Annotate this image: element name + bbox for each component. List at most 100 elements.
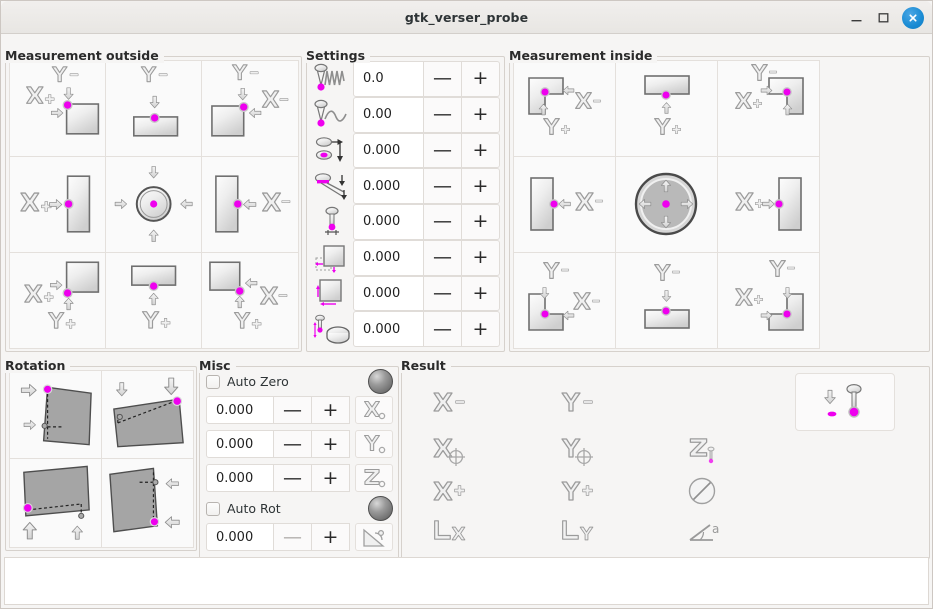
result-x-center: [412, 431, 540, 471]
probe-inside-corner-top-right[interactable]: [716, 59, 820, 157]
rotation-probe-left-edge[interactable]: [8, 369, 102, 459]
misc-rotation-minus[interactable]: —: [274, 523, 312, 551]
setting-search-velocity-plus[interactable]: +: [462, 61, 500, 97]
probe-inside-edge-right[interactable]: [716, 155, 820, 253]
misc-x-zero-input[interactable]: 0.000: [206, 396, 274, 424]
setting-edge-offset-minus[interactable]: —: [424, 275, 462, 312]
result-diameter: [668, 471, 796, 511]
rotation-probe-bottom-edge[interactable]: [8, 458, 102, 548]
misc-set-rotation: 0.000 — +: [206, 523, 393, 551]
lx-icon: [434, 520, 466, 541]
misc-z-zero-plus[interactable]: +: [312, 464, 350, 492]
misc-label: Misc: [199, 359, 236, 373]
angle-a-icon: a: [688, 522, 719, 541]
diameter-circle-icon: [688, 478, 715, 505]
misc-rotation-plus[interactable]: +: [312, 523, 350, 551]
setting-edge-offset-plus[interactable]: +: [462, 275, 500, 312]
minus-icon: —: [283, 398, 302, 421]
auto-zero-checkbox[interactable]: [206, 374, 220, 389]
setting-search-velocity-minus[interactable]: —: [424, 61, 462, 97]
probe-inside-corner-bottom-left[interactable]: [512, 251, 616, 349]
measurement-inside-label: Measurement inside: [509, 49, 658, 63]
setting-probe-velocity-plus[interactable]: +: [462, 96, 500, 133]
setting-max-z-distance: 0.000 — +: [311, 168, 500, 204]
setting-latch-distance-plus[interactable]: +: [462, 204, 500, 240]
misc-y-zero-plus[interactable]: +: [312, 430, 350, 458]
probe-outside-corner-bottom-left[interactable]: [8, 251, 106, 349]
result-y-plus: [540, 471, 668, 511]
setting-tool-diameter-input[interactable]: 0.000: [353, 239, 424, 276]
plus-icon: +: [472, 67, 489, 90]
probe-outside-circle-center[interactable]: [104, 155, 203, 253]
setting-probe-tip-diameter-plus[interactable]: +: [462, 311, 500, 347]
minus-icon: —: [433, 281, 452, 304]
setting-search-velocity: 0.0 — +: [311, 61, 500, 97]
misc-rotation-apply-button[interactable]: [355, 523, 393, 551]
probe-outside-edge-left[interactable]: [8, 155, 106, 253]
probe-outside-edge-right[interactable]: [201, 155, 299, 253]
probe-inside-edge-left[interactable]: [512, 155, 616, 253]
misc-body: Auto Zero 0.000 — + 0.: [199, 366, 399, 559]
misc-x-zero-plus[interactable]: +: [312, 396, 350, 424]
setting-max-z-distance-minus[interactable]: —: [424, 168, 462, 204]
setting-probe-tip-diameter-minus[interactable]: —: [424, 311, 462, 347]
setting-probe-velocity-minus[interactable]: —: [424, 96, 462, 133]
setting-tool-diameter-minus[interactable]: —: [424, 239, 462, 276]
probe-outside-corner-top-left[interactable]: [8, 59, 106, 157]
probe-outside-corner-bottom-right[interactable]: [201, 251, 299, 349]
minus-icon: —: [433, 174, 452, 197]
probe-inside-hole-center[interactable]: [614, 155, 718, 253]
result-x-minus: [412, 373, 540, 431]
misc-set-z-zero: 0.000 — +: [206, 464, 393, 492]
plus-icon: +: [472, 138, 489, 161]
misc-rotation-input[interactable]: 0.000: [206, 523, 274, 551]
auto-rot-checkbox[interactable]: [206, 501, 220, 516]
misc-z-zero-input[interactable]: 0.000: [206, 464, 274, 492]
z-probe-icon: [689, 438, 714, 464]
misc-y-zero-apply-button[interactable]: [355, 430, 393, 458]
result-probe-z-button[interactable]: [795, 373, 896, 431]
setting-edge-offset-input[interactable]: 0.000: [353, 275, 424, 312]
setting-probe-tip-diameter-input[interactable]: 0.000: [353, 311, 424, 347]
rotation-probe-right-edge[interactable]: [100, 458, 194, 548]
misc-x-zero-minus[interactable]: —: [274, 396, 312, 424]
probe-outside-corner-top-right[interactable]: [201, 59, 299, 157]
setting-search-velocity-input[interactable]: 0.0: [353, 61, 424, 97]
probe-outside-edge-top[interactable]: [104, 59, 203, 157]
setting-max-xy-distance-minus[interactable]: —: [424, 132, 462, 169]
result-angle: a: [668, 512, 796, 552]
measurement-inside-grid: [512, 59, 926, 349]
setting-max-xy-distance-plus[interactable]: +: [462, 132, 500, 169]
rotation-probe-top-edge[interactable]: [100, 369, 194, 459]
probe-inside-edge-bottom[interactable]: [614, 251, 718, 349]
setting-max-xy-distance-input[interactable]: 0.000: [353, 132, 424, 169]
setting-latch-distance-input[interactable]: 0.000: [353, 204, 424, 240]
minus-icon: —: [433, 246, 452, 269]
minus-icon: —: [433, 103, 452, 126]
probe-tip-disc-icon: [311, 311, 353, 347]
misc-z-zero-minus[interactable]: —: [274, 464, 312, 492]
setting-probe-velocity-input[interactable]: 0.00: [353, 96, 424, 133]
misc-y-zero-minus[interactable]: —: [274, 430, 312, 458]
probe-inside-corner-top-left[interactable]: [512, 59, 616, 157]
close-icon[interactable]: [902, 6, 924, 29]
misc-x-zero-apply-button[interactable]: [355, 396, 393, 424]
setting-max-z-distance-plus[interactable]: +: [462, 168, 500, 204]
result-grid: a: [412, 373, 923, 552]
probe-inside-corner-bottom-right[interactable]: [716, 251, 820, 349]
probe-inside-edge-top[interactable]: [614, 59, 718, 157]
x-zero-icon: [363, 400, 386, 420]
svg-text:a: a: [712, 522, 719, 536]
setting-latch-distance-minus[interactable]: —: [424, 204, 462, 240]
settings-label: Settings: [306, 49, 371, 63]
minimize-icon[interactable]: [848, 10, 864, 26]
misc-y-zero-input[interactable]: 0.000: [206, 430, 274, 458]
measurement-outside-grid: [8, 59, 299, 349]
maximize-icon[interactable]: [875, 10, 891, 26]
plus-icon: +: [472, 210, 489, 233]
setting-max-z-distance-input[interactable]: 0.000: [353, 168, 424, 204]
misc-z-zero-apply-button[interactable]: [355, 464, 393, 492]
setting-tool-diameter-plus[interactable]: +: [462, 239, 500, 276]
probe-outside-edge-bottom[interactable]: [104, 251, 203, 349]
probe-latch-icon: [311, 204, 353, 240]
